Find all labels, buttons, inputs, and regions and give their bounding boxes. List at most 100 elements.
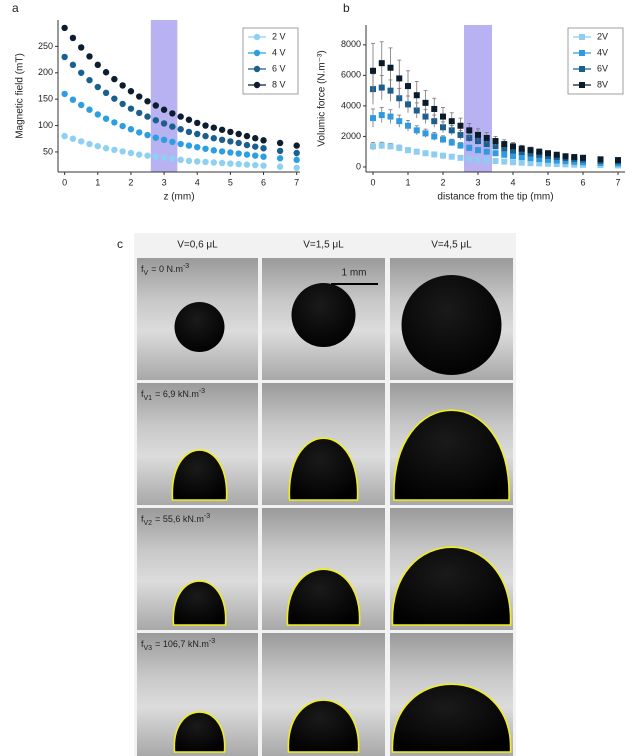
point	[448, 118, 455, 125]
point	[527, 150, 534, 157]
row-label-symbol: f	[141, 639, 144, 649]
point	[235, 130, 242, 138]
point	[370, 67, 376, 74]
point	[501, 141, 508, 148]
point	[536, 151, 543, 158]
point	[253, 81, 261, 89]
point	[440, 113, 446, 120]
x-tick-label: 3	[475, 177, 480, 187]
y-tick-label: 250	[38, 41, 53, 51]
point	[152, 117, 159, 124]
y-tick-label: 6000	[341, 70, 361, 80]
point	[127, 105, 135, 112]
point	[111, 95, 118, 102]
droplet	[288, 437, 359, 501]
point	[396, 118, 403, 125]
point	[218, 136, 226, 144]
point	[579, 50, 585, 56]
point	[169, 123, 176, 130]
point	[227, 149, 234, 156]
point	[78, 69, 85, 76]
x-axis-label: distance from the tip (mm)	[437, 192, 553, 203]
point	[293, 149, 300, 157]
x-tick-label: 0	[370, 177, 375, 187]
point	[440, 152, 446, 159]
point	[102, 69, 110, 76]
x-tick-label: 3	[162, 177, 167, 187]
y-tick-label: 8000	[341, 39, 361, 49]
row-label-subscript: V1	[144, 395, 153, 402]
point	[169, 138, 176, 146]
point	[378, 60, 385, 67]
point	[252, 152, 259, 159]
point	[177, 156, 184, 164]
point	[252, 135, 259, 142]
point	[431, 133, 438, 140]
point	[483, 141, 490, 148]
legend-label: 6 V	[272, 63, 286, 73]
point	[119, 148, 126, 155]
point	[160, 106, 168, 113]
point	[378, 84, 385, 91]
point	[413, 92, 420, 99]
point	[94, 61, 101, 69]
point	[86, 53, 93, 60]
point	[185, 128, 193, 136]
row-label-superscript: -3	[209, 638, 215, 645]
legend-label: 8V	[597, 79, 608, 89]
legend-label: 4 V	[272, 47, 286, 57]
x-tick-label: 1	[405, 177, 410, 187]
point	[370, 143, 376, 150]
row-label-superscript: -3	[183, 263, 189, 270]
point	[119, 122, 126, 130]
point	[448, 127, 455, 134]
point	[227, 128, 234, 136]
point	[405, 122, 411, 129]
point	[396, 95, 403, 102]
point	[210, 135, 218, 142]
row-label-text: = 0 N.m	[151, 264, 183, 274]
scale-bar-label: 1 mm	[342, 268, 367, 279]
point	[260, 153, 267, 160]
point	[260, 162, 267, 169]
row-label: fV2 = 55,6 kN.m-3	[141, 513, 210, 527]
point	[194, 158, 201, 165]
droplet	[172, 580, 227, 626]
point	[177, 126, 184, 133]
point	[536, 156, 543, 163]
row-label-symbol: f	[141, 264, 144, 274]
point	[448, 139, 455, 146]
highlight-band	[150, 20, 178, 172]
point	[413, 148, 420, 155]
point	[457, 154, 464, 161]
point	[580, 154, 586, 161]
point	[518, 145, 525, 152]
point	[276, 139, 284, 147]
point	[144, 98, 151, 105]
legend-box	[242, 27, 299, 95]
point	[457, 131, 464, 138]
point	[243, 161, 251, 168]
point	[61, 132, 68, 140]
point	[466, 134, 473, 141]
column-header: V=0,6 μL	[177, 240, 218, 251]
point	[501, 151, 508, 158]
row-label-symbol: f	[141, 514, 144, 524]
point	[422, 150, 429, 157]
point	[293, 164, 300, 171]
point	[136, 93, 143, 100]
point	[243, 141, 251, 149]
point	[152, 102, 159, 109]
point	[492, 150, 499, 157]
point	[501, 158, 508, 165]
point	[413, 127, 420, 134]
point	[185, 142, 193, 149]
panel-label: b	[343, 1, 350, 15]
droplet	[174, 302, 225, 352]
droplet	[173, 711, 226, 753]
row-label-text: = 106,7 kN.m	[155, 639, 209, 649]
point	[61, 53, 68, 61]
point	[102, 115, 110, 122]
point	[210, 124, 218, 131]
